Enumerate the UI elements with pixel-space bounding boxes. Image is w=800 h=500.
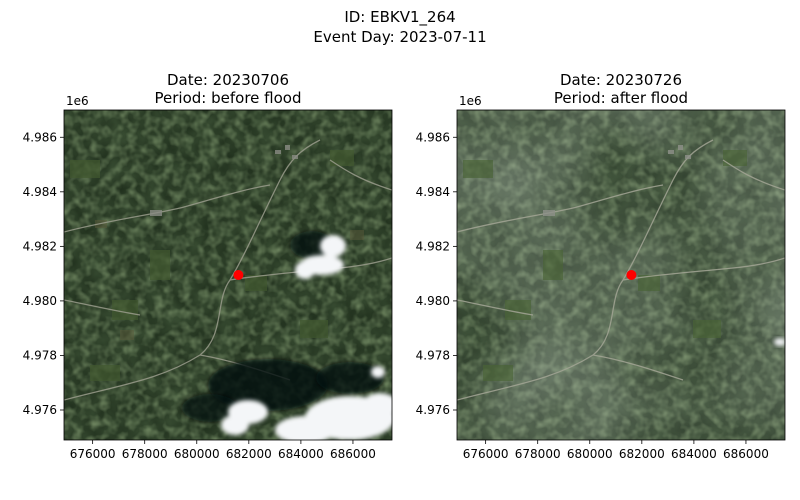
x-tick-label: 676000: [70, 447, 116, 461]
x-tick-label: 680000: [567, 447, 613, 461]
x-tick-label: 676000: [463, 447, 509, 461]
x-tick-label: 684000: [671, 447, 717, 461]
figure-title-event-day: Event Day: 2023-07-11: [313, 28, 486, 46]
y-tick-label: 4.984: [23, 185, 57, 199]
y-tick-label: 4.978: [416, 348, 450, 362]
panel-before-y-offset-label: 1e6: [66, 94, 89, 108]
x-tick-label: 678000: [515, 447, 561, 461]
satellite-image-after: [457, 110, 785, 440]
panel-before-y-ticks: 4.986 4.984 4.982 4.980 4.978 4.976: [23, 130, 64, 417]
panel-after: Date: 20230726 Period: after flood: [416, 71, 786, 461]
y-tick-label: 4.984: [416, 185, 450, 199]
event-location-marker-after: [626, 270, 637, 280]
y-tick-label: 4.976: [416, 403, 450, 417]
y-tick-label: 4.980: [23, 294, 57, 308]
panel-after-title-date: Date: 20230726: [560, 71, 682, 89]
panel-after-frame: [456, 109, 786, 441]
x-tick-label: 686000: [330, 447, 376, 461]
panel-before-frame: [63, 109, 393, 441]
panel-after-y-offset-label: 1e6: [459, 94, 482, 108]
y-tick-label: 4.986: [416, 130, 450, 144]
y-tick-label: 4.986: [23, 130, 57, 144]
x-tick-label: 680000: [174, 447, 220, 461]
y-tick-label: 4.976: [23, 403, 57, 417]
y-tick-label: 4.982: [416, 239, 450, 253]
y-tick-label: 4.982: [23, 239, 57, 253]
cloud-cover: [182, 231, 392, 440]
panel-before-x-ticks: 676000 678000 680000 682000 684000 686000: [70, 440, 376, 461]
panel-after-y-ticks: 4.986 4.984 4.982 4.980 4.978 4.976: [416, 130, 457, 417]
panel-before: Date: 20230706 Period: before flood: [23, 71, 393, 461]
x-tick-label: 678000: [122, 447, 168, 461]
panel-before-title-period: Period: before flood: [155, 89, 302, 107]
event-location-marker-before: [233, 270, 244, 280]
panel-after-x-ticks: 676000 678000 680000 682000 684000 686000: [463, 440, 769, 461]
y-tick-label: 4.980: [416, 294, 450, 308]
x-tick-label: 686000: [723, 447, 769, 461]
figure-title-id: ID: EBKV1_264: [344, 8, 455, 27]
x-tick-label: 682000: [226, 447, 272, 461]
y-tick-label: 4.978: [23, 348, 57, 362]
panel-after-title-period: Period: after flood: [554, 89, 688, 107]
x-tick-label: 684000: [278, 447, 324, 461]
panel-before-title-date: Date: 20230706: [167, 71, 289, 89]
satellite-image-before: [64, 110, 392, 440]
x-tick-label: 682000: [619, 447, 665, 461]
